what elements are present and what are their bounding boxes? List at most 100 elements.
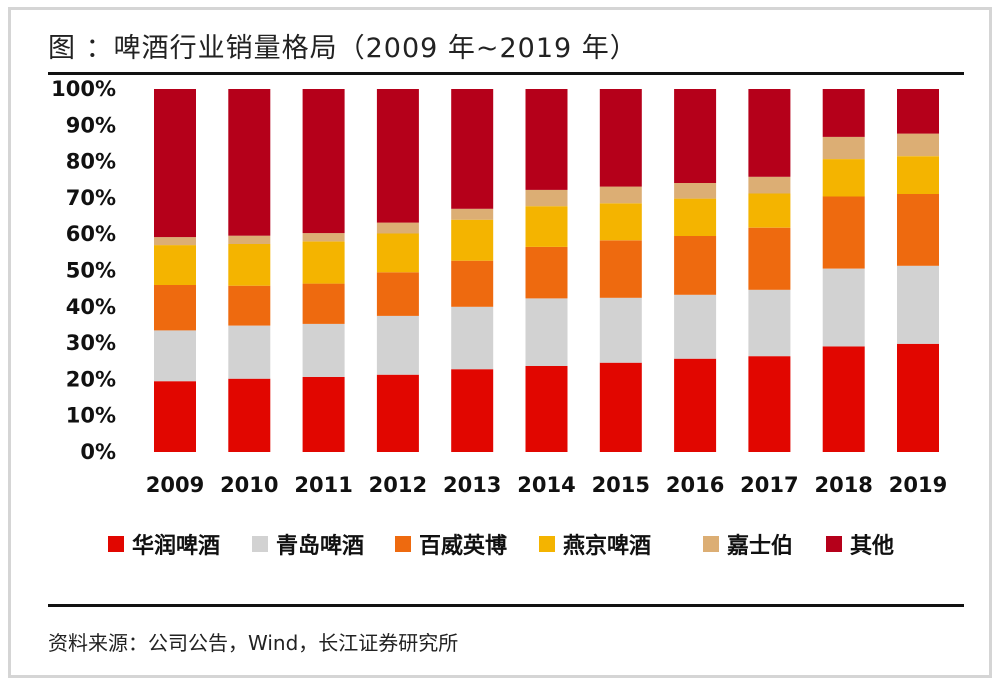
bar-segment [674, 294, 717, 359]
legend-swatch [395, 536, 411, 552]
bar-segment [451, 219, 494, 261]
x-axis: 2009 2010 2011 2012 2013 2014 2015 2016 2017 2018… [146, 473, 947, 497]
y-tick-label: 100% [51, 77, 116, 101]
y-tick-label: 0% [80, 440, 116, 464]
bar-segment [376, 272, 419, 316]
stacked-bar-chart: 0% 10% 20% 30% 40% 50% 60% 70% 80% 90% 100% 2009 20… [51, 77, 947, 559]
legend-swatch [539, 536, 555, 552]
bar-segment [154, 381, 196, 452]
bar-segment [822, 346, 865, 452]
y-tick-label: 30% [66, 331, 116, 355]
bar-segment [748, 227, 791, 290]
bar-segment [154, 245, 196, 285]
y-tick-label: 70% [66, 186, 116, 210]
legend-swatch [703, 536, 719, 552]
bar-segment [599, 240, 642, 298]
bar-segment [674, 236, 717, 295]
x-tick-label: 2011 [294, 473, 352, 497]
y-tick-label: 20% [66, 367, 116, 391]
x-tick-label: 2018 [814, 473, 872, 497]
bar-segment [822, 89, 865, 137]
bars [154, 89, 939, 452]
bar-segment [897, 89, 939, 134]
bar-segment [822, 159, 865, 197]
legend-label: 嘉士伯 [727, 533, 793, 559]
legend-label: 华润啤酒 [132, 533, 220, 559]
legend-swatch [252, 536, 268, 552]
bar-segment [302, 89, 345, 234]
y-tick-label: 60% [66, 222, 116, 246]
legend-swatch [108, 536, 124, 552]
legend-label: 其他 [850, 534, 894, 559]
bar-segment [154, 237, 196, 246]
bar-segment [525, 89, 568, 190]
bar-segment [599, 186, 642, 204]
y-tick-label: 80% [66, 150, 116, 174]
bar-segment [154, 89, 196, 238]
bar-segment [451, 89, 494, 209]
legend-label: 燕京啤酒 [563, 533, 651, 559]
bar-segment [897, 265, 939, 344]
y-axis: 0% 10% 20% 30% 40% 50% 60% 70% 80% 90% 100% [51, 77, 116, 464]
source-rule [48, 604, 964, 607]
bar-segment [376, 315, 419, 375]
bar-segment [748, 289, 791, 357]
bar-segment [599, 297, 642, 363]
bar-segment [154, 330, 196, 382]
y-tick-label: 50% [66, 259, 116, 283]
bar-segment [228, 285, 271, 326]
bar-segment [748, 89, 791, 177]
bar-segment [228, 235, 271, 244]
bar-segment [228, 378, 271, 452]
x-tick-label: 2014 [517, 473, 575, 497]
bar-segment [302, 323, 345, 377]
bar-segment [228, 89, 271, 236]
y-tick-label: 10% [66, 404, 116, 428]
bar-segment [674, 358, 717, 452]
bar-segment [599, 203, 642, 241]
x-tick-label: 2012 [369, 473, 427, 497]
y-tick-label: 90% [66, 113, 116, 137]
y-tick-label: 40% [66, 295, 116, 319]
bar-segment [822, 196, 865, 269]
bar-segment [451, 306, 494, 370]
bar-segment [302, 283, 345, 324]
bar-segment [376, 233, 419, 273]
chart-title: 图 ：啤酒行业销量格局（2009 年~2019 年） [48, 33, 638, 64]
bar-segment [154, 285, 196, 331]
x-tick-label: 2017 [740, 473, 798, 497]
bar-segment [376, 89, 419, 223]
bar-segment [525, 366, 568, 452]
bar-segment [228, 325, 271, 379]
bar-segment [302, 241, 345, 284]
x-tick-label: 2009 [146, 473, 204, 497]
bar-segment [376, 374, 419, 452]
bar-segment [451, 369, 494, 452]
bar-segment [228, 244, 271, 286]
bar-segment [674, 183, 717, 199]
bar-segment [822, 136, 865, 159]
bar-segment [822, 268, 865, 347]
bar-segment [897, 156, 939, 194]
bar-segment [748, 193, 791, 228]
bar-segment [451, 260, 494, 307]
source-note: 资料来源：公司公告，Wind，长江证券研究所 [48, 631, 459, 655]
bar-segment [674, 198, 717, 236]
title-rule [48, 72, 964, 75]
legend: 华润啤酒 青岛啤酒 百威英博 燕京啤酒 嘉士伯 其他 [108, 533, 894, 559]
x-tick-label: 2016 [666, 473, 724, 497]
bar-segment [897, 193, 939, 266]
legend-label: 青岛啤酒 [276, 533, 364, 559]
x-tick-label: 2013 [443, 473, 501, 497]
bar-segment [599, 362, 642, 452]
bar-segment [599, 89, 642, 187]
legend-swatch [826, 536, 842, 552]
legend-label: 百威英博 [419, 533, 507, 559]
bar-segment [525, 189, 568, 207]
bar-segment [525, 246, 568, 299]
bar-segment [451, 208, 494, 220]
bar-segment [897, 343, 939, 452]
bar-segment [376, 222, 419, 234]
bar-segment [748, 356, 791, 452]
bar-segment [525, 206, 568, 247]
